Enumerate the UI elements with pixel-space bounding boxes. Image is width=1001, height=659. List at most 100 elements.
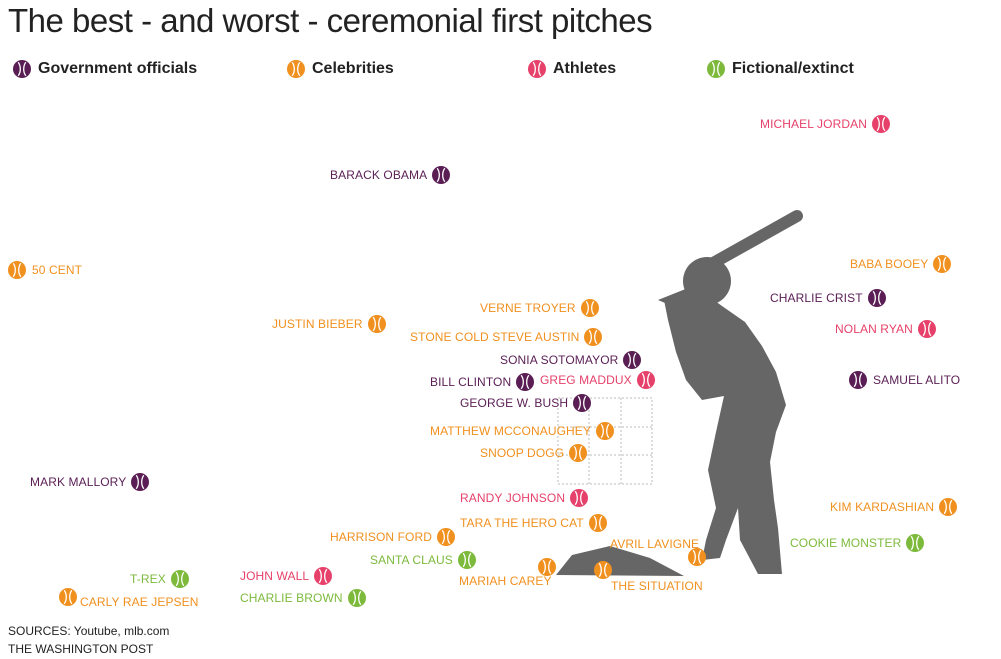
legend-label: Fictional/extinct	[732, 60, 854, 77]
legend-item-athletes: Athletes	[527, 58, 616, 80]
baseball-icon	[622, 350, 642, 370]
baseball-icon	[687, 547, 707, 567]
pitch-justin-bieber: JUSTIN BIEBER	[272, 314, 387, 334]
strike-zone	[557, 397, 653, 485]
pitch-label: CHARLIE BROWN	[240, 591, 343, 605]
pitch-label: SONIA SOTOMAYOR	[500, 353, 619, 367]
pitch-label: MARK MALLORY	[30, 475, 127, 489]
baseball-icon	[593, 560, 613, 580]
baseball-icon	[932, 254, 952, 274]
baseball-icon	[938, 497, 958, 517]
pitch-label: VERNE TROYER	[480, 301, 576, 315]
page-title: The best - and worst - ceremonial first …	[8, 2, 653, 39]
baseball-icon	[130, 472, 150, 492]
baseball-icon	[286, 59, 306, 79]
pitch-cookie-monster: COOKIE MONSTER	[790, 533, 925, 553]
pitch-harrison-ford: HARRISON FORD	[330, 527, 456, 547]
pitch-label: BARACK OBAMA	[330, 168, 428, 182]
pitch-mark-mallory: MARK MALLORY	[30, 472, 150, 492]
baseball-icon	[580, 298, 600, 318]
baseball-icon	[58, 587, 78, 607]
baseball-icon	[595, 421, 615, 441]
pitch-nolan-ryan: NOLAN RYAN	[835, 319, 937, 339]
pitch-label: GEORGE W. BUSH	[460, 396, 569, 410]
baseball-icon	[867, 288, 887, 308]
baseball-icon	[568, 443, 588, 463]
baseball-icon	[347, 588, 367, 608]
pitch-label: CHARLIE CRIST	[770, 291, 863, 305]
baseball-icon	[583, 327, 603, 347]
pitch-stone-cold-steve-austin: STONE COLD STEVE AUSTIN	[410, 327, 603, 347]
pitch-the-situation: THE SITUATION	[590, 560, 710, 596]
pitch-george-w-bush: GEORGE W. BUSH	[460, 393, 592, 413]
baseball-icon	[515, 372, 535, 392]
legend-item-government-officials: Government officials	[12, 58, 197, 80]
baseball-icon	[569, 488, 589, 508]
sources-note: SOURCES: Youtube, mlb.com	[8, 624, 170, 638]
pitch-kim-kardashian: KIM KARDASHIAN	[830, 497, 958, 517]
legend-label: Athletes	[553, 60, 617, 77]
legend-label: Celebrities	[312, 60, 394, 77]
baseball-icon	[848, 370, 868, 390]
baseball-icon	[457, 550, 477, 570]
pitch-verne-troyer: VERNE TROYER	[480, 298, 600, 318]
pitch-label: SNOOP DOGG	[480, 446, 565, 460]
baseball-icon	[905, 533, 925, 553]
pitch-tara-the-hero-cat: TARA THE HERO CAT	[460, 513, 608, 533]
pitch-santa-claus: SANTA CLAUS	[370, 550, 477, 570]
pitch-charlie-crist: CHARLIE CRIST	[770, 288, 887, 308]
pitch-snoop-dogg: SNOOP DOGG	[480, 443, 588, 463]
pitch-samuel-alito: SAMUEL ALITO	[848, 370, 960, 390]
baseball-icon	[706, 59, 726, 79]
pitch-greg-maddux: GREG MADDUX	[540, 370, 656, 390]
pitch-label: KIM KARDASHIAN	[830, 500, 935, 514]
pitch-label: BABA BOOEY	[850, 257, 929, 271]
pitch-avril-lavigne: AVRIL LAVIGNE	[600, 537, 720, 573]
baseball-icon	[636, 370, 656, 390]
pitch-label: 50 CENT	[32, 263, 83, 277]
batter-silhouette	[658, 210, 803, 574]
pitch-michael-jordan: MICHAEL JORDAN	[760, 114, 891, 134]
pitch-bill-clinton: BILL CLINTON	[430, 372, 535, 392]
pitch-label: CARLY RAE JEPSEN	[80, 595, 199, 609]
pitch-john-wall: JOHN WALL	[240, 566, 333, 586]
pitch-label: MATTHEW MCCONAUGHEY	[430, 424, 592, 438]
baseball-icon	[588, 513, 608, 533]
pitch-label: HARRISON FORD	[330, 530, 432, 544]
baseball-icon	[871, 114, 891, 134]
pitch-t-rex: T-REX	[130, 569, 190, 589]
pitch-charlie-brown: CHARLIE BROWN	[240, 588, 367, 608]
pitch-mariah-carey: MARIAH CAREY	[455, 557, 565, 593]
baseball-icon	[431, 165, 451, 185]
baseball-icon	[527, 59, 547, 79]
credit-note: THE WASHINGTON POST	[8, 642, 154, 656]
pitch-label: MICHAEL JORDAN	[760, 117, 867, 131]
pitch-sonia-sotomayor: SONIA SOTOMAYOR	[500, 350, 642, 370]
pitch-label: SAMUEL ALITO	[873, 373, 961, 387]
pitch-label: NOLAN RYAN	[835, 322, 913, 336]
home-plate	[556, 546, 684, 576]
pitch-label: COOKIE MONSTER	[790, 536, 902, 550]
pitch-barack-obama: BARACK OBAMA	[330, 165, 451, 185]
pitch-label: MARIAH CAREY	[459, 574, 552, 588]
baseball-icon	[367, 314, 387, 334]
pitch-label: THE SITUATION	[611, 579, 703, 593]
legend-label: Government officials	[38, 60, 198, 77]
pitch-baba-booey: BABA BOOEY	[850, 254, 952, 274]
pitch-label: JOHN WALL	[240, 569, 310, 583]
pitch-label: GREG MADDUX	[540, 373, 632, 387]
baseball-icon	[12, 59, 32, 79]
pitch-matthew-mcconaughey: MATTHEW MCCONAUGHEY	[430, 421, 615, 441]
pitch-label: AVRIL LAVIGNE	[610, 537, 700, 551]
pitch-carly-rae-jepsen: CARLY RAE JEPSEN	[56, 586, 199, 616]
legend-item-celebrities: Celebrities	[286, 58, 394, 80]
baseball-icon	[7, 260, 27, 280]
legend-item-fictional-extinct: Fictional/extinct	[706, 58, 854, 80]
pitch-randy-johnson: RANDY JOHNSON	[460, 488, 589, 508]
baseball-icon	[537, 557, 557, 577]
baseball-icon	[917, 319, 937, 339]
baseball-icon	[572, 393, 592, 413]
pitch-label: BILL CLINTON	[430, 375, 512, 389]
pitch-label: T-REX	[130, 572, 166, 586]
